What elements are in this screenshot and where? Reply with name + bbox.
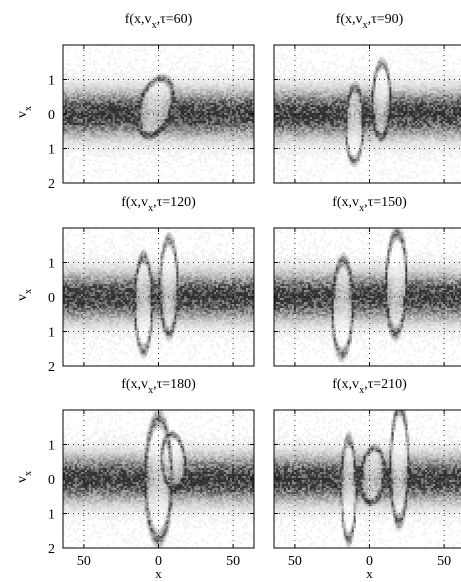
y-tick-label: 2 xyxy=(48,177,55,192)
title-main: f(x,v xyxy=(121,377,148,392)
panel-tau-150: f(x,vx,τ=150) xyxy=(274,195,461,366)
panel-title: f(x,vx,τ=150) xyxy=(332,195,407,214)
y-label-subscript: x xyxy=(23,289,34,294)
y-tick-label: 1 xyxy=(48,143,55,158)
y-label-main: v xyxy=(15,294,30,301)
y-tick-label: 1 xyxy=(48,439,55,454)
y-axis-label: vx xyxy=(15,471,34,483)
y-label-main: v xyxy=(15,111,30,118)
y-tick-label: 1 xyxy=(48,508,55,523)
y-tick-label: 2 xyxy=(48,360,55,375)
y-label-subscript: x xyxy=(23,471,34,476)
x-tick-label: 50 xyxy=(288,554,302,569)
panel-tau-210: f(x,vx,τ=210)50 0 50x xyxy=(274,377,461,581)
x-axis-label: x xyxy=(366,566,373,581)
y-axis-label: vx xyxy=(15,106,34,118)
title-tail: ,τ=150) xyxy=(364,195,407,210)
x-tick-label: 50 xyxy=(437,554,451,569)
title-tail: ,τ=60) xyxy=(157,12,193,27)
x-axis-label: x xyxy=(155,566,162,581)
y-label-main: v xyxy=(15,476,30,483)
y-tick-label: 1 xyxy=(48,74,55,89)
y-tick-label: 2 xyxy=(48,542,55,557)
title-tail: ,τ=120) xyxy=(153,195,196,210)
phase-space-density xyxy=(274,228,461,366)
panel-title: f(x,vx,τ=120) xyxy=(121,195,196,214)
panel-title: f(x,vx,τ=90) xyxy=(336,12,404,31)
y-axis-label: vx xyxy=(15,289,34,301)
y-label-subscript: x xyxy=(23,106,34,111)
x-tick-label: 50 xyxy=(226,554,240,569)
x-tick-label: 50 xyxy=(77,554,91,569)
title-tail: ,τ=180) xyxy=(153,377,196,392)
y-tick-label: 1 xyxy=(48,257,55,272)
title-main: f(x,v xyxy=(332,195,359,210)
title-tail: ,τ=90) xyxy=(368,12,404,27)
y-tick-label: 0 xyxy=(48,291,55,306)
y-tick-label: 0 xyxy=(48,473,55,488)
phase-space-density xyxy=(274,410,461,548)
phase-space-density xyxy=(274,45,461,183)
title-main: f(x,v xyxy=(125,12,152,27)
title-main: f(x,v xyxy=(336,12,363,27)
title-main: f(x,v xyxy=(332,377,359,392)
panel-title: f(x,vx,τ=210) xyxy=(332,377,407,396)
y-tick-label: 1 xyxy=(48,326,55,341)
y-tick-label: 0 xyxy=(48,108,55,123)
panel-tau-90: f(x,vx,τ=90) xyxy=(274,12,461,183)
title-main: f(x,v xyxy=(121,195,148,210)
panel-title: f(x,vx,τ=180) xyxy=(121,377,196,396)
panel-title: f(x,vx,τ=60) xyxy=(125,12,193,31)
title-tail: ,τ=210) xyxy=(364,377,407,392)
